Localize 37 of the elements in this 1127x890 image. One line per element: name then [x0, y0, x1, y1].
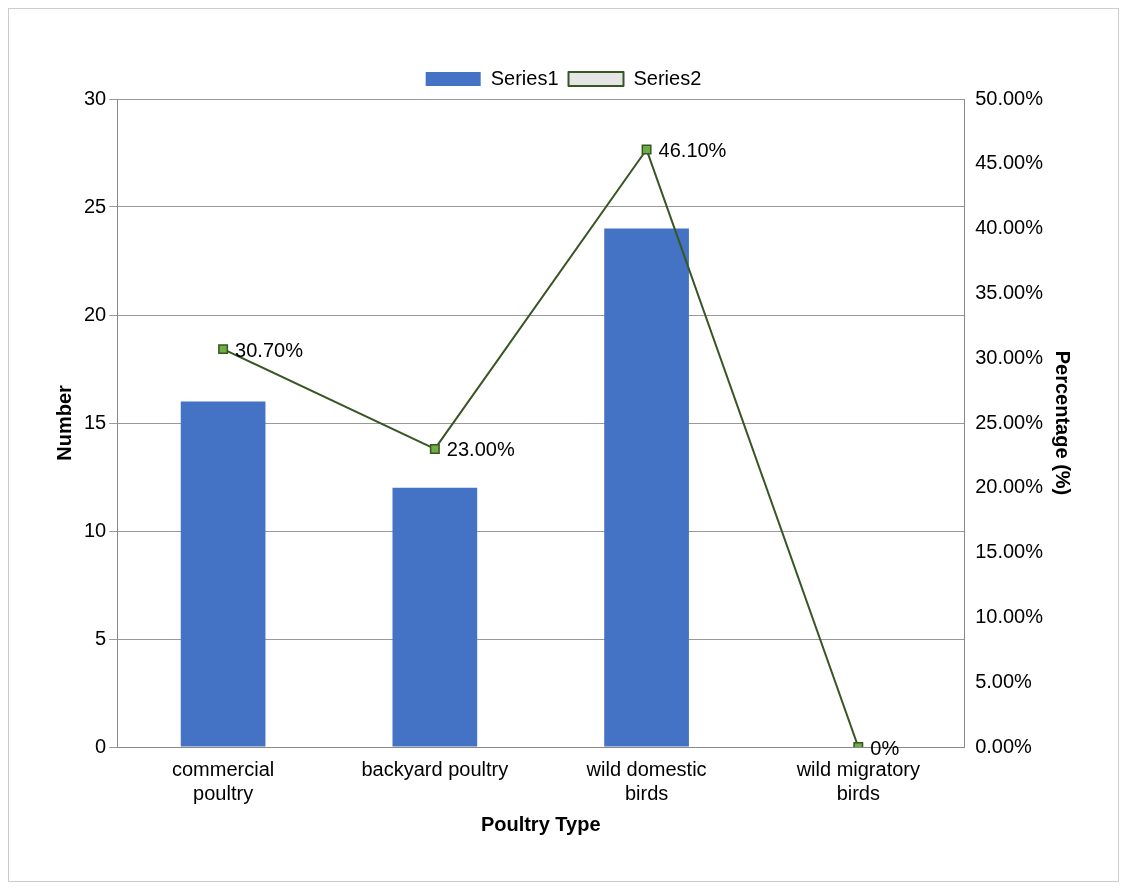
y2-tick-label: 50.00%: [975, 86, 1044, 109]
point: [218, 344, 229, 355]
y2-tick-label: 45.00%: [975, 151, 1044, 174]
y-tick-label: 25: [84, 194, 107, 217]
bar: [604, 228, 689, 747]
data-label: 46.10%: [658, 139, 727, 162]
point: [641, 144, 652, 155]
data-label: 0%: [870, 736, 900, 759]
data-label: 23.00%: [446, 438, 515, 461]
y-tick-label: 20: [84, 302, 107, 325]
y-tick-label: 0: [95, 734, 107, 757]
bar: [180, 401, 266, 747]
y-tick-label: 30: [84, 86, 107, 109]
y2-tick-label: 40.00%: [975, 216, 1044, 239]
bar: [392, 487, 478, 747]
y2-tick-label: 25.00%: [975, 410, 1044, 433]
y2-tick-label: 0.00%: [975, 734, 1033, 757]
x-axis-title: Poultry Type: [480, 812, 601, 835]
x-tick-label: commercial poultry: [171, 757, 275, 804]
y-tick-label: 5: [95, 626, 107, 649]
y-tick-label: 10: [84, 518, 107, 541]
y2-axis-title: Percentage (%): [1052, 350, 1075, 496]
y2-tick-label: 20.00%: [975, 475, 1044, 498]
x-tick-label: wild migratory birds: [795, 757, 920, 804]
legend-label: Series1: [490, 66, 559, 89]
data-label: 30.70%: [235, 338, 304, 361]
legend-label: Series2: [633, 66, 702, 89]
x-tick-label: backyard poultry: [361, 757, 509, 780]
y2-tick-label: 5.00%: [975, 669, 1033, 692]
y-tick-label: 15: [84, 410, 107, 433]
y2-tick-label: 35.00%: [975, 280, 1044, 303]
x-tick-label: wild domestic birds: [585, 757, 707, 804]
y2-tick-label: 10.00%: [975, 604, 1044, 627]
y-axis-title: Number: [52, 385, 75, 461]
y2-tick-label: 30.00%: [975, 345, 1044, 368]
point: [429, 443, 440, 454]
y2-tick-label: 15.00%: [975, 540, 1044, 563]
